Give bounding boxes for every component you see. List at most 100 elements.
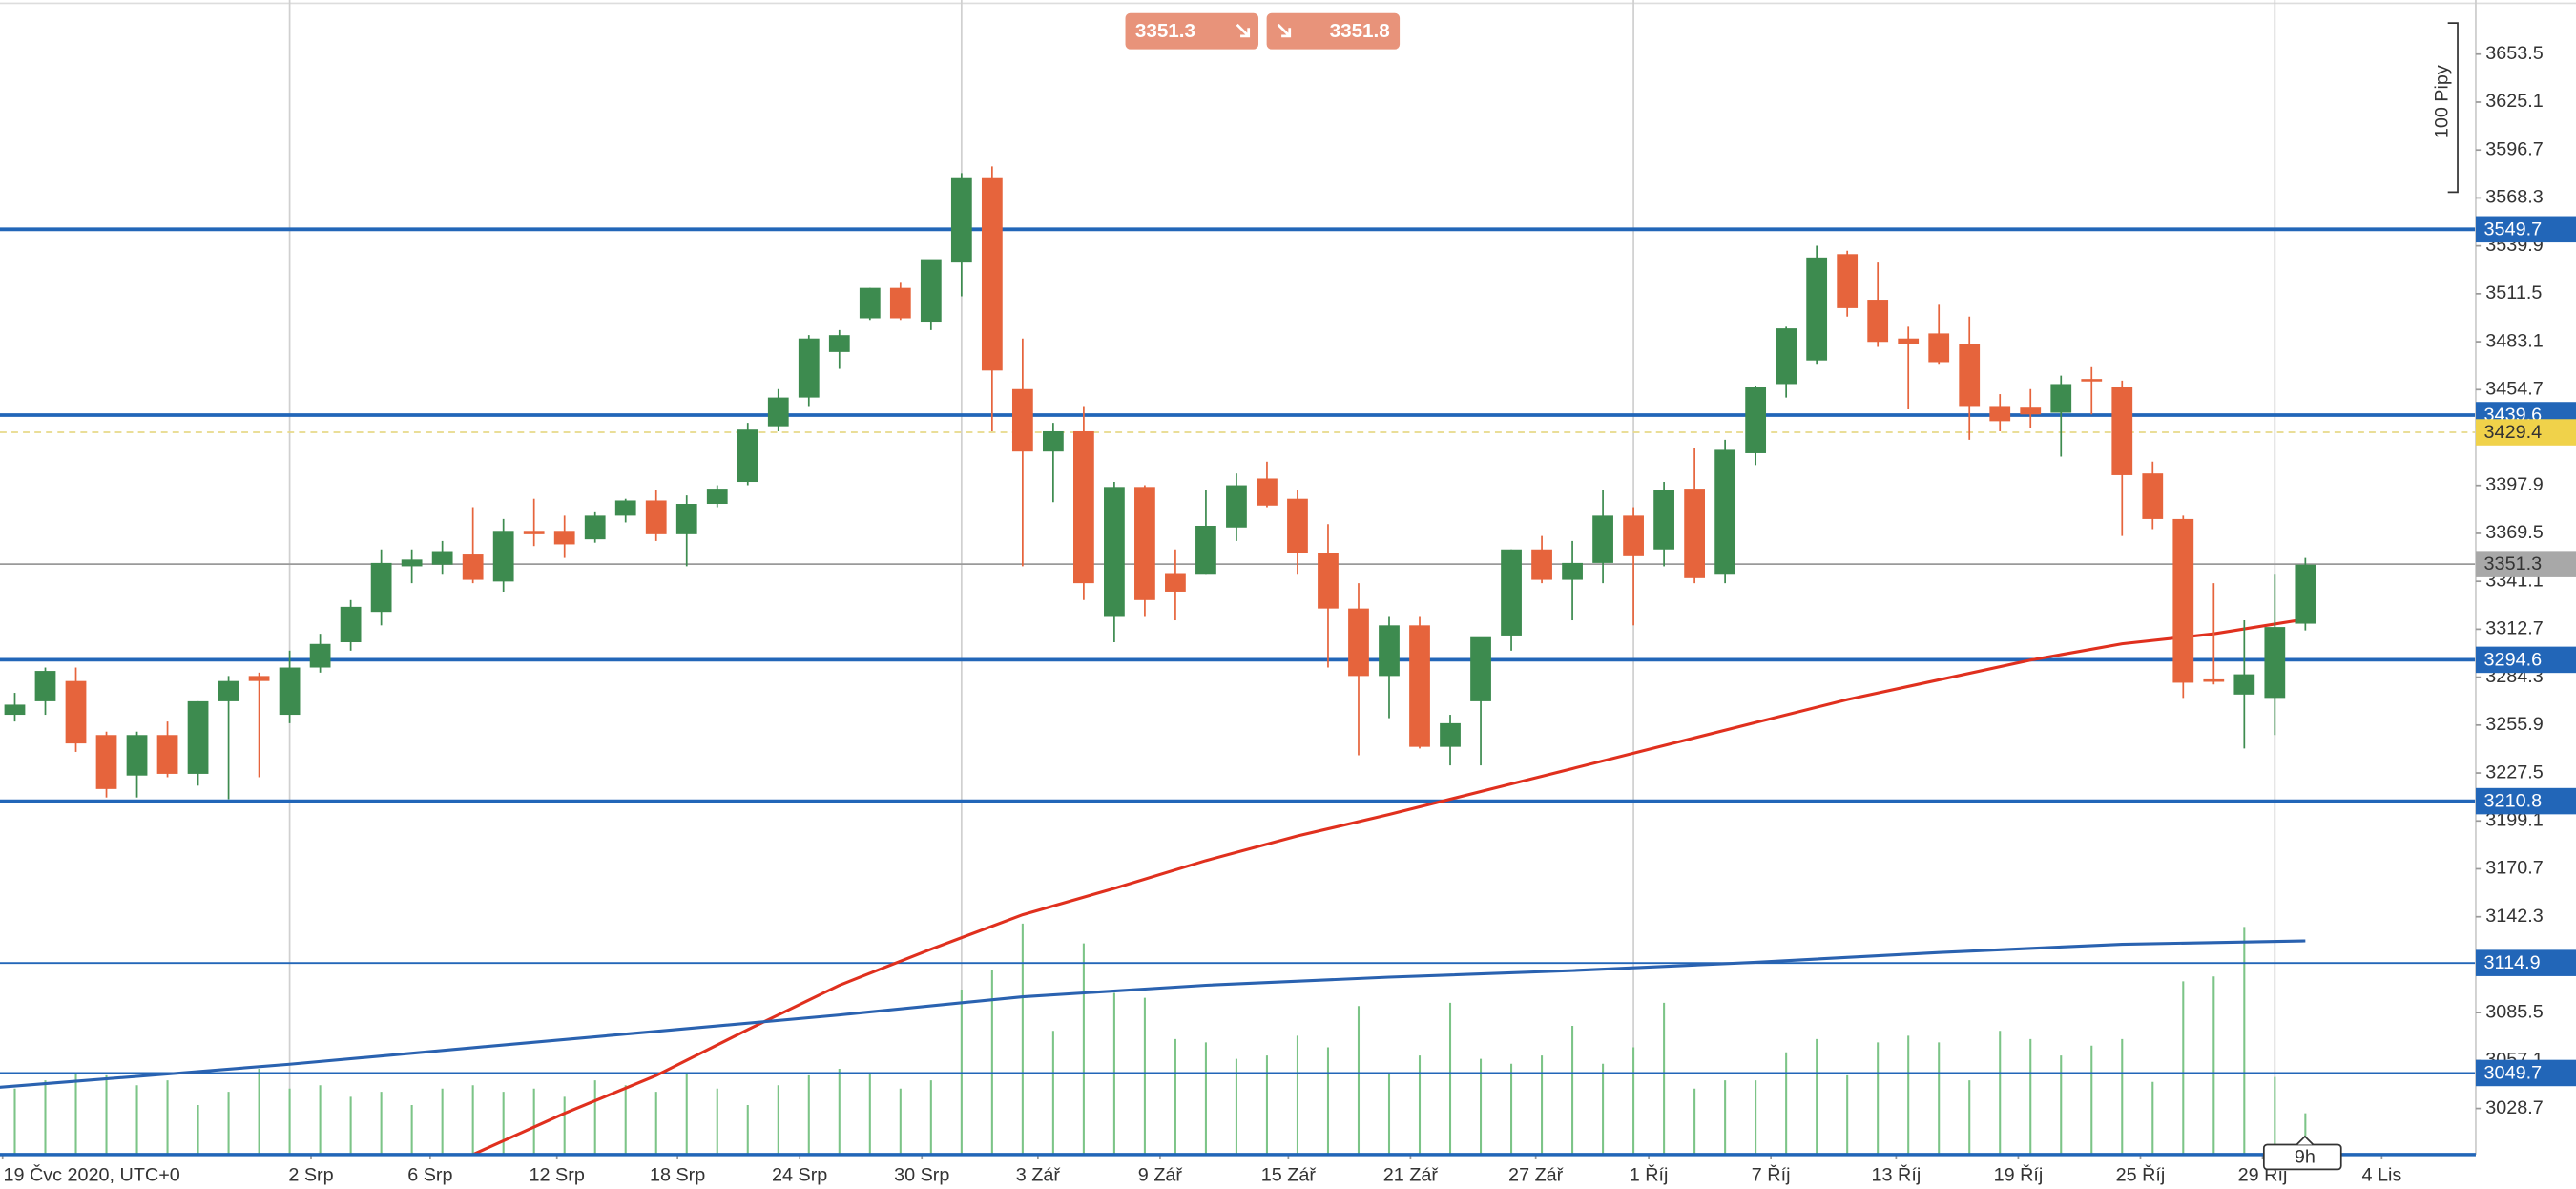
y-tick-label: 3369.5 <box>2485 522 2544 543</box>
x-tick-label: 25 Říj <box>2116 1163 2166 1185</box>
candle-body <box>1195 525 1216 575</box>
candle-body <box>1867 300 1889 343</box>
candle-body <box>706 489 728 505</box>
ask-price[interactable]: 3351.8 <box>1330 20 1390 42</box>
price-tag: 3351.3 <box>2484 553 2543 574</box>
candle-body <box>126 735 148 776</box>
candle-body <box>614 500 636 516</box>
x-tick-label: 18 Srp <box>650 1164 705 1185</box>
y-tick-label: 3255.9 <box>2485 714 2544 735</box>
axis-layer: 3653.53625.13596.73568.33539.93511.53483… <box>0 43 2576 1185</box>
candle-body <box>889 287 911 319</box>
candle-body <box>1042 430 1064 452</box>
ask-badge[interactable]: 3351.8 <box>1266 12 1401 50</box>
countdown-pointer <box>2296 1135 2315 1146</box>
candle-body <box>1470 636 1491 701</box>
candle-body <box>1011 388 1033 452</box>
candle-body <box>2264 627 2286 699</box>
y-tick-label: 3028.7 <box>2485 1097 2544 1118</box>
candle-body <box>218 680 239 701</box>
x-tick-label: 12 Srp <box>530 1164 585 1185</box>
x-tick-label: 9 Zář <box>1138 1164 1183 1185</box>
y-tick-label: 3511.5 <box>2485 282 2542 303</box>
candle-body <box>1898 338 1920 344</box>
candle-body <box>65 680 87 744</box>
candle-body <box>1959 344 1981 407</box>
candle-body <box>1104 487 1125 617</box>
x-tick-label: 19 Čvc 2020, UTC+0 <box>3 1163 179 1185</box>
candle-body <box>1440 722 1461 747</box>
candle-body <box>1562 562 1583 580</box>
y-tick-label: 3227.5 <box>2485 761 2544 782</box>
price-tag: 3549.7 <box>2484 219 2543 240</box>
x-tick-label: 3 Zář <box>1016 1164 1061 1185</box>
ask-badge-bg[interactable] <box>1266 12 1401 50</box>
candle-body <box>1989 406 2011 422</box>
bid-arrow <box>1236 23 1251 38</box>
candle-body <box>2081 379 2103 382</box>
x-tick-label: 19 Říj <box>1994 1163 2044 1185</box>
candle-body <box>401 559 423 567</box>
y-tick-label: 3085.5 <box>2485 1001 2544 1022</box>
candle-body <box>584 515 606 540</box>
countdown-box: 9h <box>2262 1135 2342 1171</box>
candle-body <box>1165 573 1186 592</box>
pips-bracket <box>2447 22 2459 194</box>
y-tick-label: 3199.1 <box>2485 810 2544 831</box>
candle-body <box>981 177 1003 371</box>
moving-average <box>472 617 2306 1155</box>
candle-body <box>675 504 697 534</box>
bid-badge[interactable]: 3351.3 <box>1125 12 1259 50</box>
y-tick-label: 3653.5 <box>2485 43 2544 64</box>
candle-body <box>920 259 942 323</box>
candle-body <box>4 704 26 716</box>
candle-body <box>1257 478 1278 506</box>
candle-body <box>1714 449 1736 575</box>
candle-body <box>645 500 667 534</box>
candle-body <box>1287 498 1308 553</box>
price-tag-bg <box>2475 949 2576 976</box>
candle-body <box>1806 257 1828 361</box>
candle-body <box>431 551 453 565</box>
candle-body <box>2050 384 2072 413</box>
candle-body <box>1379 625 1400 677</box>
x-tick-label: 15 Zář <box>1261 1164 1317 1185</box>
y-tick-label: 3142.3 <box>2485 906 2544 927</box>
candle-body <box>2295 564 2316 624</box>
price-tag: 3294.6 <box>2484 649 2543 670</box>
candle-body <box>156 735 178 774</box>
price-tag-bg <box>2475 1059 2576 1087</box>
price-tag: 3429.4 <box>2484 422 2543 443</box>
candle-body <box>370 562 392 613</box>
candle-body <box>1684 489 1705 578</box>
candle-body <box>2111 386 2133 475</box>
price-tag-bg <box>2475 551 2576 577</box>
x-tick-label: 4 Lis <box>2361 1164 2401 1185</box>
x-tick-label: 7 Říj <box>1752 1163 1791 1185</box>
candle-body <box>950 177 972 263</box>
y-tick-label: 3596.7 <box>2485 138 2544 159</box>
plot-layer <box>0 166 2476 1155</box>
candle-body <box>1348 608 1369 677</box>
price-tag-bg <box>2475 419 2576 446</box>
y-tick-label: 3568.3 <box>2485 187 2544 208</box>
price-tag-bg <box>2475 216 2576 243</box>
x-tick-label: 13 Říj <box>1872 1163 1922 1185</box>
candle-body <box>1623 515 1644 556</box>
candle-body <box>2142 473 2164 519</box>
candle-body <box>1409 625 1430 747</box>
candle-body <box>859 287 881 319</box>
candle-body <box>2020 407 2042 415</box>
x-tick-label: 24 Srp <box>772 1164 827 1185</box>
moving-average <box>0 939 2306 1089</box>
candle-body <box>2233 674 2255 695</box>
bid-badge-bg[interactable] <box>1125 12 1259 50</box>
bid-price[interactable]: 3351.3 <box>1135 20 1195 42</box>
candle-body <box>737 429 758 483</box>
x-tick-label: 27 Zář <box>1508 1164 1564 1185</box>
y-tick-label: 3170.7 <box>2485 858 2544 879</box>
pips-label: 100 Pipy <box>2432 65 2453 138</box>
countdown-bg <box>2262 1143 2342 1171</box>
y-tick-label: 3397.9 <box>2485 474 2544 495</box>
